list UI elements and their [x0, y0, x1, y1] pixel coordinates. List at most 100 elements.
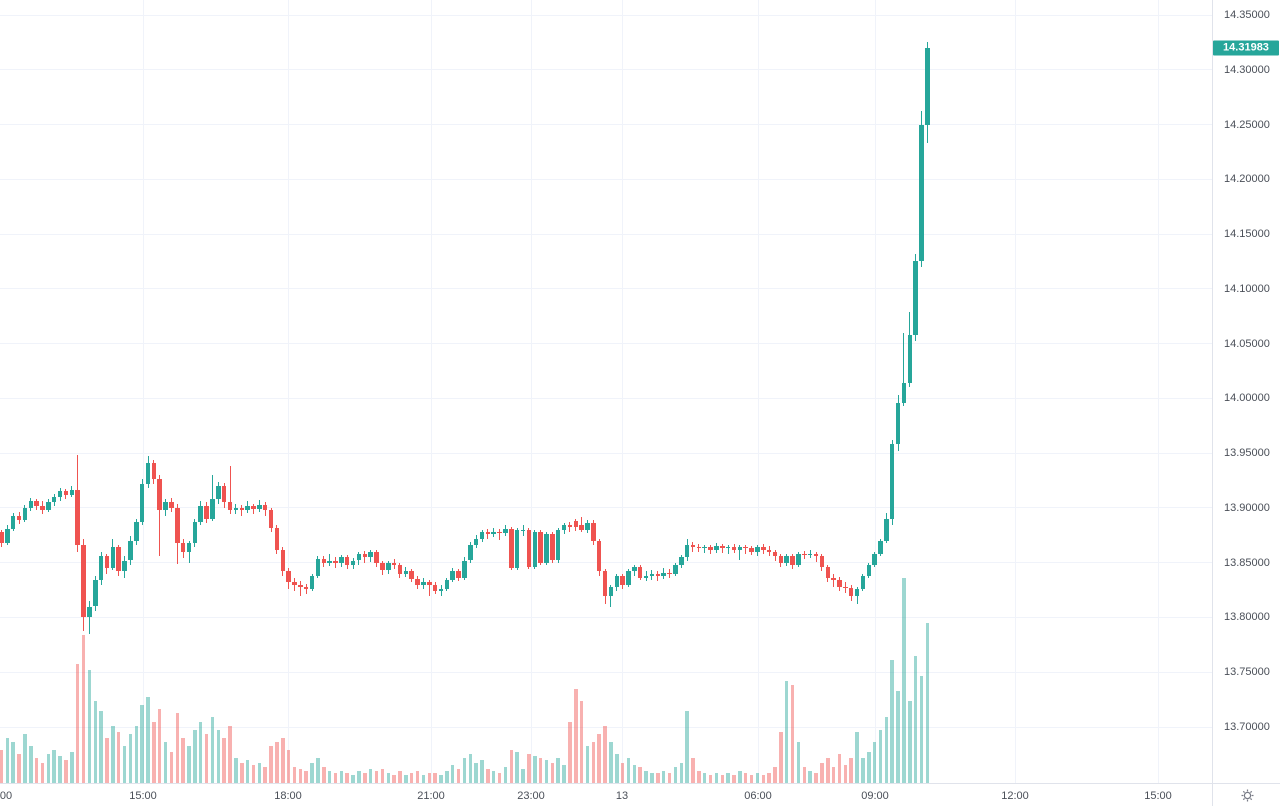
price-axis[interactable]: 14.35000 14.30000 14.25000 14.20000 14.15000…	[1212, 0, 1280, 783]
volume-bar	[333, 772, 338, 783]
candle-wick	[305, 583, 307, 595]
candle	[509, 528, 514, 569]
candle-wick	[856, 586, 858, 605]
candle-wick	[710, 545, 712, 554]
candle	[28, 501, 34, 508]
volume-bar	[568, 721, 572, 783]
volume-bar	[0, 750, 4, 783]
time-axis-label: 00	[0, 789, 13, 802]
price-axis-label: 13.75000	[1224, 666, 1270, 679]
volume-bar	[404, 774, 408, 783]
gridline-vertical	[143, 0, 144, 783]
gridline-vertical	[622, 0, 623, 783]
candle-wick	[815, 551, 817, 562]
volume-bar	[304, 770, 308, 783]
price-axis-label: 14.25000	[1224, 118, 1270, 131]
price-axis-label: 14.10000	[1224, 282, 1270, 295]
candle	[81, 545, 86, 618]
gridline-horizontal	[0, 14, 1212, 16]
candle	[526, 529, 532, 568]
candle	[632, 567, 637, 572]
time-axis-label: 09:00	[861, 789, 889, 802]
volume-bar	[310, 762, 314, 783]
candle	[0, 532, 4, 543]
candle-wick	[833, 573, 835, 587]
price-axis-label: 13.85000	[1224, 556, 1270, 569]
volume-bar	[75, 664, 80, 783]
candle	[409, 571, 414, 580]
volume-bar	[204, 733, 209, 783]
chart-pane[interactable]	[0, 0, 1212, 783]
volume-bar	[345, 772, 349, 783]
volume-bar	[673, 766, 678, 783]
candle	[661, 572, 666, 576]
time-axis-label: 15:00	[129, 789, 157, 802]
candle	[274, 527, 280, 550]
candle	[550, 534, 555, 561]
candle	[743, 547, 748, 549]
volume-bar	[234, 758, 238, 783]
candle	[591, 523, 596, 541]
gridline-vertical	[531, 0, 532, 783]
candle	[637, 567, 643, 579]
volume-bar	[697, 770, 701, 783]
candle	[10, 515, 16, 529]
candle	[766, 549, 772, 552]
axis-settings-button[interactable]	[1238, 787, 1256, 805]
candle	[837, 580, 842, 587]
volume-bar	[29, 746, 33, 783]
volume-bar	[849, 758, 853, 783]
candle	[895, 402, 901, 445]
volume-bar	[187, 746, 191, 783]
volume-bar	[228, 725, 232, 783]
candle	[198, 505, 203, 523]
volume-bar	[913, 655, 918, 783]
candle	[75, 490, 80, 546]
volume-bar	[919, 676, 924, 783]
candle	[702, 547, 707, 549]
candle	[479, 532, 485, 539]
candle	[567, 525, 573, 527]
candle-wick	[499, 528, 501, 540]
gridline-horizontal	[0, 507, 1212, 509]
volume-bar	[163, 742, 168, 783]
candle-wick	[803, 550, 805, 560]
volume-bar	[351, 774, 355, 783]
volume-bar	[591, 742, 596, 783]
candle	[356, 553, 362, 561]
volume-bar	[732, 774, 736, 783]
candle	[362, 553, 368, 558]
time-axis-label: 15:00	[1144, 789, 1172, 802]
volume-bar	[357, 770, 361, 783]
candle	[327, 560, 332, 563]
gear-icon	[1240, 788, 1255, 803]
volume-bar	[87, 670, 92, 783]
candle	[128, 540, 133, 561]
candle	[784, 556, 789, 563]
candle	[573, 521, 579, 527]
price-axis-label: 14.05000	[1224, 337, 1270, 350]
volume-bar	[585, 746, 590, 783]
candle	[175, 507, 180, 543]
candle	[233, 507, 239, 511]
candle	[93, 580, 98, 607]
candle	[602, 571, 608, 596]
candle	[585, 523, 590, 530]
candle-wick	[428, 580, 430, 596]
candle	[796, 553, 801, 565]
volume-bar	[790, 684, 795, 783]
candle	[427, 582, 432, 585]
candle	[438, 588, 444, 592]
volume-bar	[831, 766, 836, 783]
gridline-vertical	[1158, 0, 1159, 783]
gridline-horizontal	[0, 233, 1212, 235]
gridline-horizontal	[0, 726, 1212, 728]
volume-bar	[474, 762, 478, 783]
gridline-horizontal	[0, 178, 1212, 180]
candle	[468, 545, 473, 561]
volume-bar	[140, 705, 144, 783]
gridline-horizontal	[0, 397, 1212, 399]
time-axis[interactable]: 00 15:00 18:00 21:00 23:00 13 06:00 09:00 12:00 1…	[0, 783, 1212, 806]
candle	[192, 522, 198, 543]
